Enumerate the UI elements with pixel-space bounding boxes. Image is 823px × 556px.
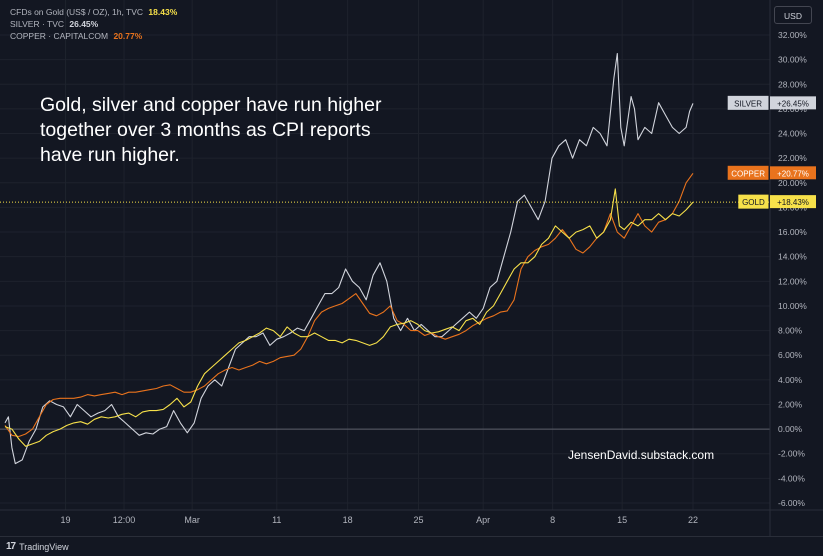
y-tick-label: 30.00% [778,55,807,65]
chart-annotation-text: Gold, silver and copper have run higher … [40,94,382,166]
price-label-name: COPPER [731,169,765,178]
legend-label-copper: COPPER · CAPITALCOM [10,31,109,41]
price-label-silver: SILVER +26.45% [727,95,816,110]
currency-selector[interactable]: USD [774,6,812,24]
legend-value-copper: 20.77% [113,31,143,41]
legend-value-silver: 26.45% [69,19,99,29]
tradingview-logo[interactable]: 17 TradingView [6,541,69,552]
y-tick-label: 14.00% [778,252,807,262]
series-line-copper [4,172,694,438]
price-label-value: +18.43% [777,198,809,207]
price-label-name: GOLD [742,198,765,207]
price-label-copper: COPPER +20.77% [727,165,816,180]
price-label-value-bg [770,96,816,110]
x-tick-label: 11 [272,515,281,525]
price-label-value-bg [770,195,816,209]
x-axis[interactable]: 19 12:00 Mar 11 18 25 Apr 8 15 22 [0,509,823,525]
y-tick-label: 28.00% [778,79,807,89]
y-tick-label: 22.00% [778,153,807,163]
price-label-value: +26.45% [777,99,809,108]
y-tick-label: 6.00% [778,350,803,360]
price-label-name: SILVER [734,99,762,108]
x-tick-label: 25 [413,515,423,525]
chart-canvas[interactable]: 32.00%30.00%28.00%26.00%24.00%22.00%20.0… [0,0,823,536]
y-tick-label: 16.00% [778,227,807,237]
series-line-gold [4,188,694,447]
x-tick-label: Mar [184,515,200,525]
price-labels: SILVER +26.45% COPPER +20.77% GOLD +18.43% [727,95,816,209]
price-label-name-bg [738,194,769,209]
y-tick-label: 20.00% [778,178,807,188]
y-tick-label: 10.00% [778,301,807,311]
y-tick-label: 24.00% [778,129,807,139]
x-tick-label: 19 [61,515,71,525]
legend-row-silver[interactable]: SILVER · TVC 26.45% [10,18,177,30]
series-lines [4,52,694,465]
price-label-value: +20.77% [777,169,809,178]
y-tick-label: 4.00% [778,375,803,385]
y-tick-label: -4.00% [778,473,805,483]
series-line-silver [4,52,694,465]
watermark-text: JensenDavid.substack.com [568,448,715,462]
price-label-name-bg [727,95,769,110]
y-tick-label: 12.00% [778,276,807,286]
y-tick-label: 0.00% [778,424,803,434]
y-tick-label: -2.00% [778,449,805,459]
legend-value-gold: 18.43% [148,7,178,17]
x-tick-label: 12:00 [113,515,136,525]
price-label-name-bg [727,165,769,180]
price-label-value-bg [770,166,816,180]
legend-label-gold: CFDs on Gold (US$ / OZ), 1h, TVC [10,7,144,17]
x-tick-label: 15 [617,515,627,525]
y-tick-label: 2.00% [778,399,803,409]
x-tick-label: 22 [688,515,698,525]
y-tick-label: -6.00% [778,498,805,508]
grid [0,0,770,510]
x-tick-label: 8 [550,515,555,525]
tradingview-logo-icon: 17 [6,541,16,552]
legend: CFDs on Gold (US$ / OZ), 1h, TVC 18.43% … [10,6,177,42]
x-tick-label: Apr [476,515,490,525]
y-tick-label: 8.00% [778,326,803,336]
legend-row-gold[interactable]: CFDs on Gold (US$ / OZ), 1h, TVC 18.43% [10,6,177,18]
y-tick-label: 32.00% [778,30,807,40]
price-label-gold: GOLD +18.43% [738,194,816,209]
tradingview-brand-label: TradingView [19,541,69,552]
legend-label-silver: SILVER · TVC [10,19,65,29]
x-tick-label: 18 [343,515,353,525]
footer-bar: 17 TradingView [0,536,823,556]
legend-row-copper[interactable]: COPPER · CAPITALCOM 20.77% [10,30,177,42]
y-axis[interactable]: 32.00%30.00%28.00%26.00%24.00%22.00%20.0… [769,0,807,536]
